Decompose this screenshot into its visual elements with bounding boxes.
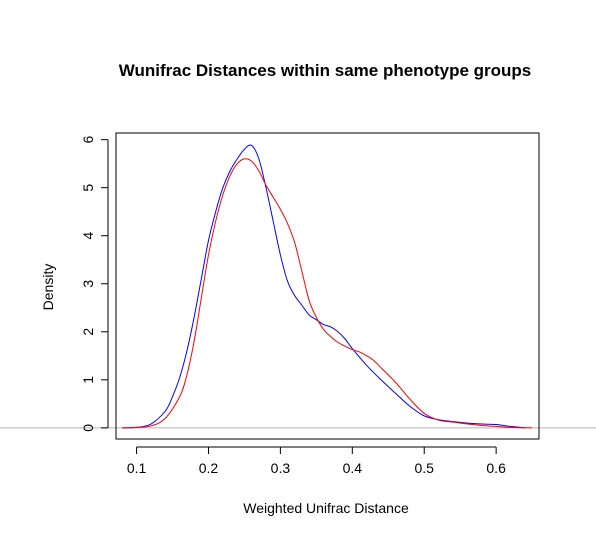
y-axis: 0 1 2 3 4 5 6 bbox=[80, 136, 109, 432]
x-tick-label: 0.1 bbox=[127, 460, 147, 476]
plot-frame bbox=[115, 132, 540, 440]
x-tick-label: 0.5 bbox=[414, 460, 434, 476]
x-tick-label: 0.4 bbox=[343, 460, 363, 476]
density-line-1 bbox=[122, 144, 525, 429]
y-tick-label: 6 bbox=[80, 136, 96, 144]
y-tick-label: 5 bbox=[80, 184, 96, 192]
y-tick-label: 4 bbox=[80, 232, 96, 240]
x-tick-label: 0.2 bbox=[199, 460, 219, 476]
y-tick-label: 3 bbox=[80, 280, 96, 288]
x-axis: 0.1 0.2 0.3 0.4 0.5 0.6 bbox=[127, 446, 506, 476]
x-axis-label: Weighted Unifrac Distance bbox=[243, 500, 409, 516]
y-axis-label: Density bbox=[40, 264, 56, 311]
y-tick-label: 0 bbox=[80, 424, 96, 432]
y-tick-label: 1 bbox=[80, 376, 96, 384]
series-layer bbox=[122, 144, 533, 429]
y-tick-label: 2 bbox=[80, 328, 96, 336]
x-tick-label: 0.6 bbox=[486, 460, 506, 476]
x-tick-label: 0.3 bbox=[271, 460, 291, 476]
chart-title: Wunifrac Distances within same phenotype… bbox=[119, 61, 531, 80]
density-line-2 bbox=[122, 158, 533, 429]
